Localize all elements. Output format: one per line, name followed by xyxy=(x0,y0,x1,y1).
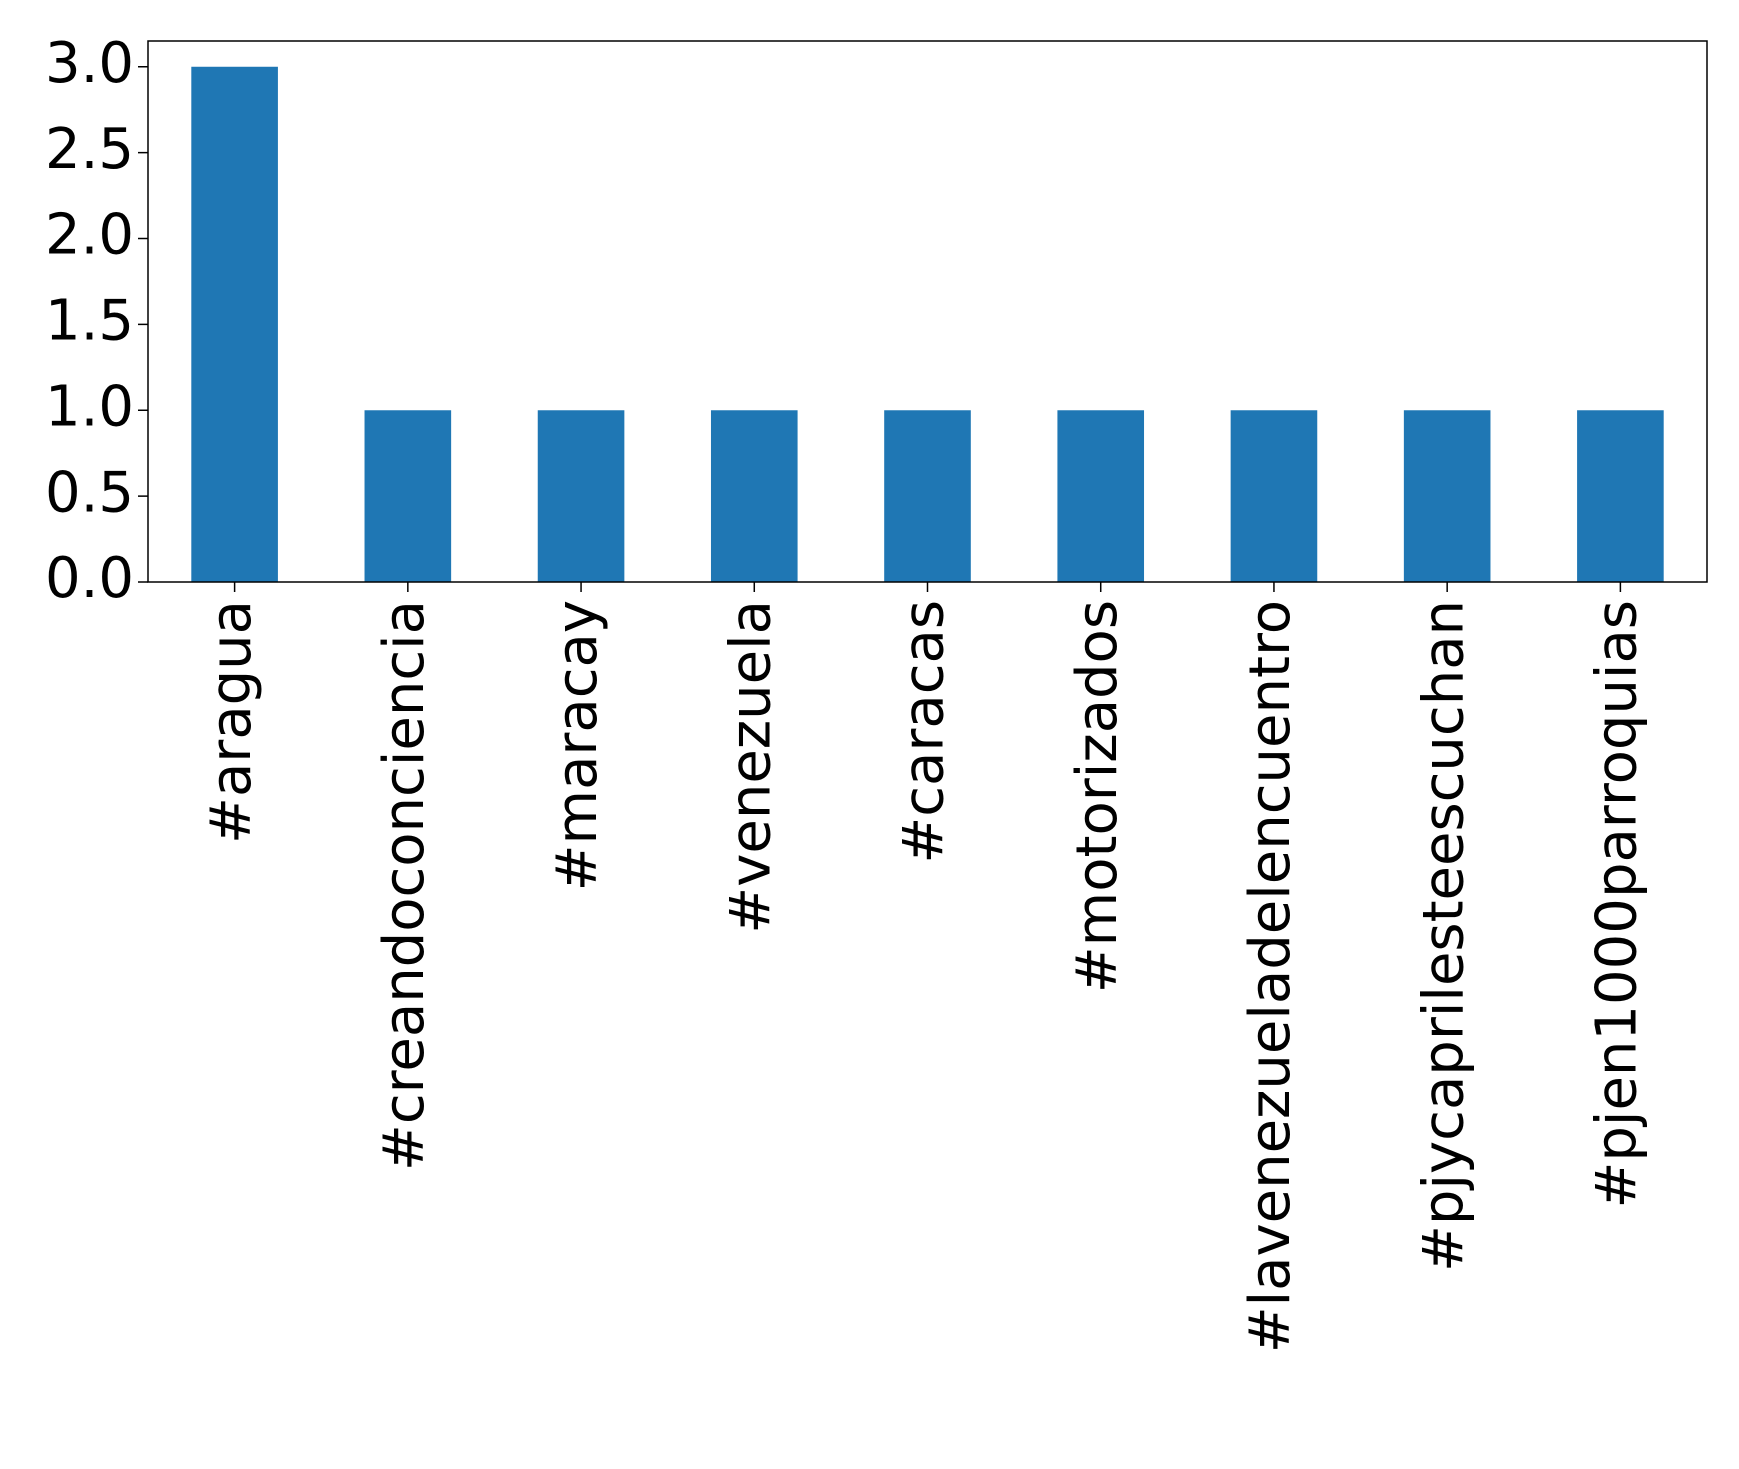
bar xyxy=(191,66,278,582)
x-tick-label: #aragua xyxy=(199,600,264,844)
y-tick-label: 0.5 xyxy=(45,460,134,525)
x-tick-label: #maracay xyxy=(545,600,610,891)
y-tick-label: 3.0 xyxy=(45,31,134,96)
bar xyxy=(1057,410,1145,582)
bar xyxy=(364,410,452,582)
y-tick-label: 2.5 xyxy=(45,117,134,182)
bar xyxy=(1230,410,1318,582)
bar xyxy=(1577,410,1664,582)
bar xyxy=(710,410,798,582)
x-tick-label: #motorizados xyxy=(1065,600,1130,993)
x-tick-label: #venezuela xyxy=(718,600,783,934)
x-tick-label: #caracas xyxy=(892,600,957,864)
y-tick-label: 0.0 xyxy=(45,546,134,611)
x-tick-label: #creandoconciencia xyxy=(372,600,437,1171)
y-tick-label: 1.0 xyxy=(45,374,134,439)
bar xyxy=(1403,410,1491,582)
x-tick-label: #pjen1000parroquias xyxy=(1585,600,1650,1209)
y-tick-label: 2.0 xyxy=(45,203,134,268)
y-tick-label: 1.5 xyxy=(45,289,134,354)
x-tick-label: #lavenezueladelencuentro xyxy=(1238,600,1303,1353)
x-tick-label: #pjycaprilesteescuchan xyxy=(1411,600,1476,1272)
plot-frame xyxy=(147,40,1708,583)
bar xyxy=(884,410,971,582)
bar xyxy=(537,410,625,582)
